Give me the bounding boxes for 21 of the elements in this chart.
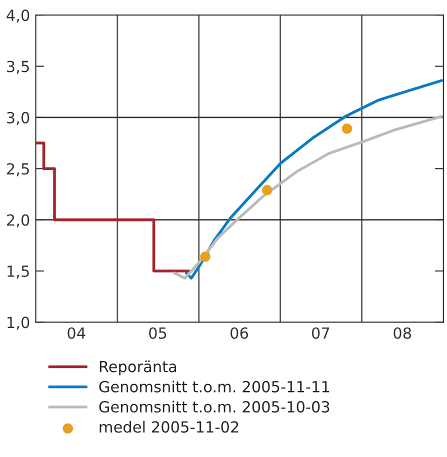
y-tick-label: 3,0 (7, 112, 30, 126)
x-tick-label: 05 (149, 327, 166, 339)
y-tick-label: 3,5 (7, 60, 29, 74)
x-tick-label: 04 (68, 327, 86, 339)
legend-label: Genomsnitt t.o.m. 2005-10-03 (99, 400, 330, 413)
y-tick-label: 2,0 (7, 214, 30, 228)
legend-label: Reporänta (100, 360, 176, 376)
legend-label: medel 2005-11-02 (100, 420, 238, 433)
x-tick-label: 06 (230, 327, 248, 339)
y-tick-label: 4,0 (6, 10, 30, 23)
y-tick-label: 1,5 (8, 266, 29, 279)
legend-label: Genomsnitt t.o.m. 2005-11-11 (99, 380, 330, 392)
x-tick-label: 08 (394, 327, 412, 339)
y-tick-label: 1,0 (8, 316, 30, 330)
line-series (184, 79, 444, 280)
point (342, 124, 352, 134)
point (262, 184, 272, 196)
x-tick-label: 07 (312, 327, 330, 339)
y-tick-label: 2,5 (7, 163, 29, 176)
point (200, 252, 210, 262)
line-series (172, 115, 444, 280)
